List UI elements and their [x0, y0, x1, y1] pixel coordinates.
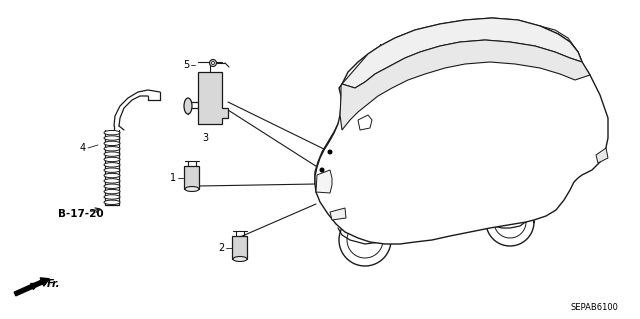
- Text: 1: 1: [170, 173, 176, 183]
- Ellipse shape: [104, 146, 120, 151]
- Text: SEPAB6100: SEPAB6100: [570, 302, 618, 311]
- Ellipse shape: [104, 168, 120, 172]
- Ellipse shape: [104, 141, 120, 145]
- Polygon shape: [316, 170, 332, 193]
- Ellipse shape: [233, 256, 247, 262]
- Text: 4: 4: [80, 143, 86, 153]
- Ellipse shape: [104, 200, 120, 204]
- Ellipse shape: [185, 187, 199, 191]
- Polygon shape: [198, 72, 228, 124]
- Text: Fr.: Fr.: [47, 279, 61, 289]
- Polygon shape: [358, 115, 372, 130]
- Circle shape: [320, 168, 324, 172]
- Circle shape: [209, 60, 216, 66]
- Circle shape: [211, 62, 214, 64]
- FancyBboxPatch shape: [184, 167, 200, 189]
- Text: 5: 5: [183, 60, 189, 70]
- Ellipse shape: [104, 136, 120, 140]
- Ellipse shape: [104, 195, 120, 199]
- Ellipse shape: [104, 179, 120, 183]
- Text: 3: 3: [202, 133, 208, 143]
- Text: B-17-20: B-17-20: [58, 209, 104, 219]
- Ellipse shape: [104, 163, 120, 167]
- Circle shape: [328, 150, 332, 154]
- Polygon shape: [330, 208, 346, 220]
- Ellipse shape: [104, 173, 120, 178]
- FancyBboxPatch shape: [232, 236, 248, 259]
- Polygon shape: [340, 40, 590, 130]
- Text: 2: 2: [218, 243, 224, 253]
- Polygon shape: [596, 148, 608, 163]
- Ellipse shape: [104, 152, 120, 156]
- Ellipse shape: [104, 189, 120, 194]
- Ellipse shape: [104, 130, 120, 135]
- Polygon shape: [315, 18, 608, 244]
- Ellipse shape: [184, 98, 192, 114]
- Ellipse shape: [104, 157, 120, 162]
- FancyArrow shape: [14, 278, 49, 296]
- Ellipse shape: [104, 184, 120, 189]
- Polygon shape: [342, 18, 582, 88]
